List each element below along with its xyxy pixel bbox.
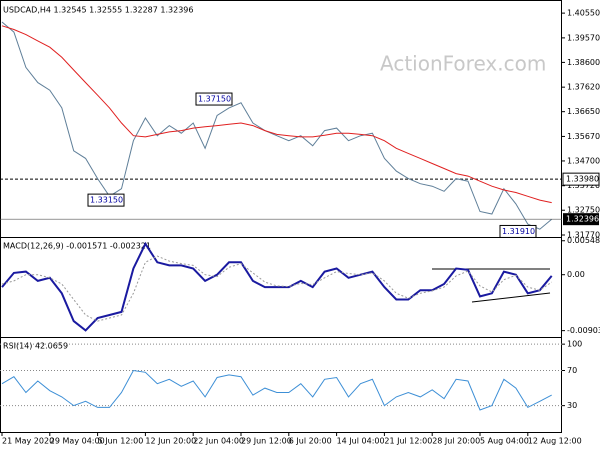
y-tick-label: 1.33720: [567, 181, 600, 190]
y-tick-label: 1.37620: [567, 83, 600, 92]
series-line: [1, 25, 552, 204]
y-tick-label: 0.005486: [567, 236, 600, 245]
y-tick-label: 100: [567, 340, 582, 349]
y-tick-label: 1.40550: [567, 9, 600, 18]
x-tick-label: 29 Jun 12:00: [241, 437, 292, 446]
x-tick-label: 28 Jul 20:00: [432, 437, 480, 446]
annotation-label: 1.33150: [90, 196, 123, 205]
series-line: [1, 369, 552, 411]
y-tick-label: 1.38600: [567, 58, 600, 67]
x-tick-label: 5 Aug 04:00: [480, 437, 529, 446]
current-price-box: [563, 213, 599, 226]
watermark: ActionForex.com: [380, 52, 546, 76]
plot-frame: [0, 0, 562, 433]
y-tick-label: 1.36650: [567, 107, 600, 116]
x-tick-label: 21 Jul 12:00: [384, 437, 432, 446]
current-price-label: 1.32396: [566, 215, 599, 224]
y-tick-label: 1.34700: [567, 156, 600, 165]
y-tick-label: 70: [567, 366, 577, 375]
x-tick-label: 29 May 04:00: [50, 437, 105, 446]
x-tick-label: 12 Aug 12:00: [528, 437, 582, 446]
panel-title: USDCAD,H4 1.32545 1.32555 1.32287 1.3239…: [3, 6, 193, 15]
annotation-label: 1.31910: [502, 227, 535, 236]
x-tick-label: 14 Jul 04:00: [337, 437, 385, 446]
x-tick-label: 5 Jun 12:00: [98, 437, 144, 446]
level-box: [562, 172, 600, 186]
series-line: [1, 241, 553, 332]
x-tick-label: 21 May 2020: [2, 437, 54, 446]
annotation-box: [195, 92, 233, 106]
annotation-label: 1.37150: [198, 95, 231, 104]
series-line: [1, 21, 553, 230]
annotation-box: [87, 193, 125, 207]
y-tick-label: 1.35670: [567, 132, 600, 141]
series-line: [1, 255, 552, 322]
annotation-box: [499, 224, 537, 238]
panel-title: RSI(14) 42.0659: [3, 342, 68, 351]
x-tick-label: 6 Jul 20:00: [289, 437, 332, 446]
y-tick-label: -0.009034: [567, 326, 600, 335]
level-label: 1.33980: [566, 175, 599, 184]
y-tick-label: 1.32750: [567, 206, 600, 215]
y-tick-label: 1.39570: [567, 33, 600, 42]
y-tick-label: 30: [567, 401, 577, 410]
x-tick-label: 12 Jun 20:00: [145, 437, 196, 446]
trend-line: [471, 292, 551, 303]
y-tick-label: 0.00: [567, 270, 585, 279]
y-tick-label: 1.31770: [567, 230, 600, 239]
panel-title: MACD(12,26,9) -0.001571 -0.002321: [3, 242, 151, 251]
x-tick-label: 22 Jun 04:00: [193, 437, 244, 446]
